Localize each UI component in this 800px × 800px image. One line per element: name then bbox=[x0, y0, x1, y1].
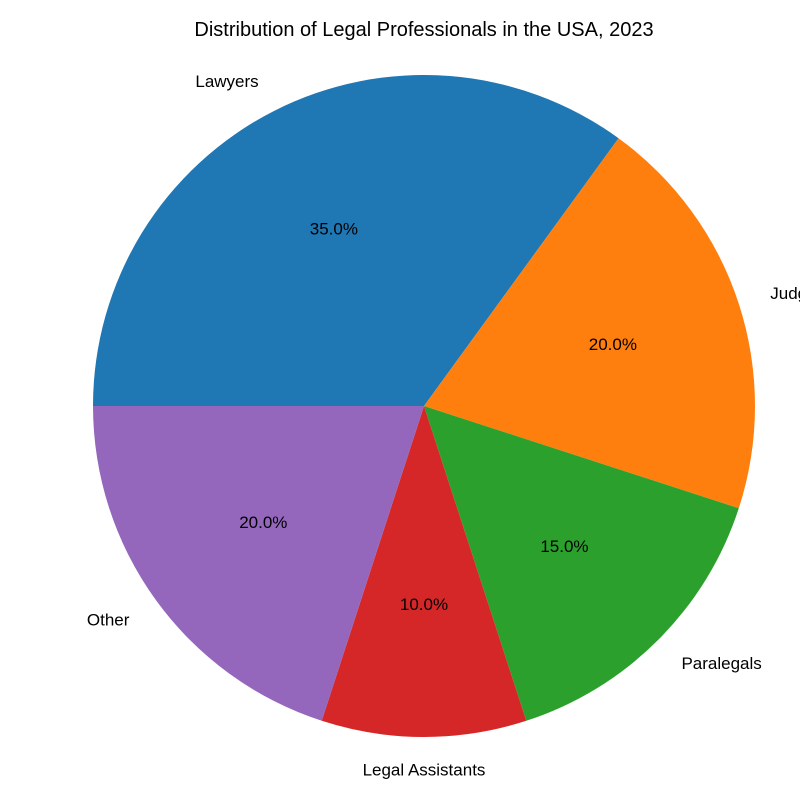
pie-slice-lawyers bbox=[93, 74, 619, 407]
category-label-legal-assistants: Legal Assistants bbox=[363, 761, 486, 780]
pie-slice-judges bbox=[424, 138, 755, 509]
category-label-judges: Judges bbox=[770, 284, 800, 303]
percent-label-paralegals: 15.0% bbox=[540, 537, 588, 556]
chart-title: Distribution of Legal Professionals in t… bbox=[194, 19, 653, 41]
percent-label-legal-assistants: 10.0% bbox=[400, 595, 448, 614]
percent-label-judges: 20.0% bbox=[589, 335, 637, 354]
pie-slice-paralegals bbox=[424, 406, 739, 721]
pie-slice-legal-assistants bbox=[321, 406, 527, 738]
percent-label-other: 20.0% bbox=[239, 513, 287, 532]
category-label-other: Other bbox=[87, 611, 130, 630]
percent-label-lawyers: 35.0% bbox=[310, 220, 358, 239]
category-label-lawyers: Lawyers bbox=[195, 72, 258, 91]
pie-slice-other bbox=[93, 406, 424, 721]
pie-labels: Lawyers 35.0% Judges 20.0% Paralegals 15.0% Le… bbox=[87, 72, 800, 780]
pie-slices bbox=[93, 74, 755, 738]
category-label-paralegals: Paralegals bbox=[681, 654, 761, 673]
